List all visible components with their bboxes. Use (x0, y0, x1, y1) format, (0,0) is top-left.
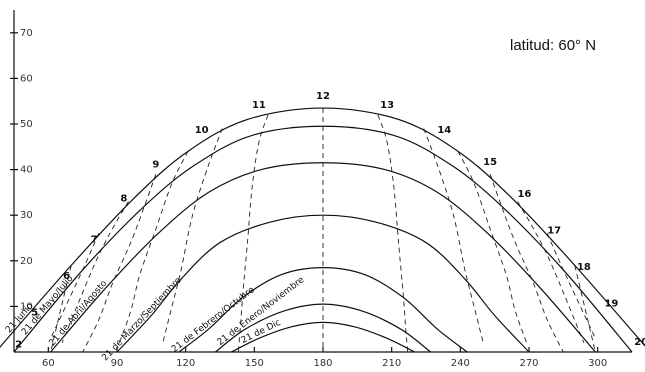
sun-path-series (0, 107, 645, 348)
hour-label: 6 (63, 271, 70, 282)
hour-label: 20 (634, 337, 645, 348)
hour-line-16 (489, 174, 564, 353)
hour-line-14 (423, 128, 484, 343)
sun-paths (0, 107, 645, 353)
hour-label: 15 (483, 157, 497, 168)
hour-label: 7 (91, 235, 98, 246)
chart-title: latitud: 60° N (510, 37, 596, 54)
y-tick-label: 20 (20, 256, 33, 267)
x-tick-label: 90 (111, 358, 124, 369)
hour-line-5 (50, 265, 72, 353)
hour-label: 18 (577, 262, 591, 273)
hour-line-17 (517, 201, 585, 344)
y-tick-label: 50 (20, 119, 33, 130)
hour-line-8 (82, 174, 157, 353)
hour-line-19 (574, 265, 596, 353)
y-tick-label: 40 (20, 165, 33, 176)
hour-label: 12 (316, 91, 330, 102)
hour-label: 16 (517, 189, 531, 200)
hour-line-9 (118, 151, 189, 344)
sun-path-series (13, 125, 633, 353)
hour-label: 9 (152, 159, 159, 170)
hour-label: 14 (437, 125, 451, 136)
x-tick-label: 180 (313, 358, 332, 369)
hour-line-13 (377, 114, 409, 353)
hour-label: 11 (252, 100, 266, 111)
sun-path-series (178, 267, 468, 353)
hour-label: 5 (31, 308, 38, 319)
hour-label: 8 (120, 194, 127, 205)
x-tick-label: 210 (382, 358, 401, 369)
sun-path-series (231, 321, 415, 353)
x-tick-label: 240 (451, 358, 470, 369)
x-tick-label: 120 (176, 358, 195, 369)
hour-lines (50, 108, 596, 353)
hour-label: 10 (195, 125, 209, 136)
hour-line-15 (457, 151, 528, 344)
sun-path-series (116, 214, 530, 353)
hour-label: 13 (380, 100, 394, 111)
sun-path-series (215, 303, 431, 353)
y-tick-label: 10 (20, 301, 33, 312)
hour-label: 2 (15, 339, 22, 350)
hour-label: 17 (547, 225, 561, 236)
hour-line-10 (162, 128, 223, 343)
y-tick-label: 70 (20, 28, 33, 39)
y-tick-label: 30 (20, 210, 33, 221)
hour-line-11 (237, 114, 269, 353)
x-tick-label: 150 (245, 358, 264, 369)
x-tick-label: 300 (588, 358, 607, 369)
x-tick-label: 60 (42, 358, 55, 369)
x-tick-label: 270 (519, 358, 538, 369)
sun-path-series (50, 162, 596, 353)
y-tick-label: 60 (20, 73, 33, 84)
hour-label: 19 (604, 298, 618, 309)
